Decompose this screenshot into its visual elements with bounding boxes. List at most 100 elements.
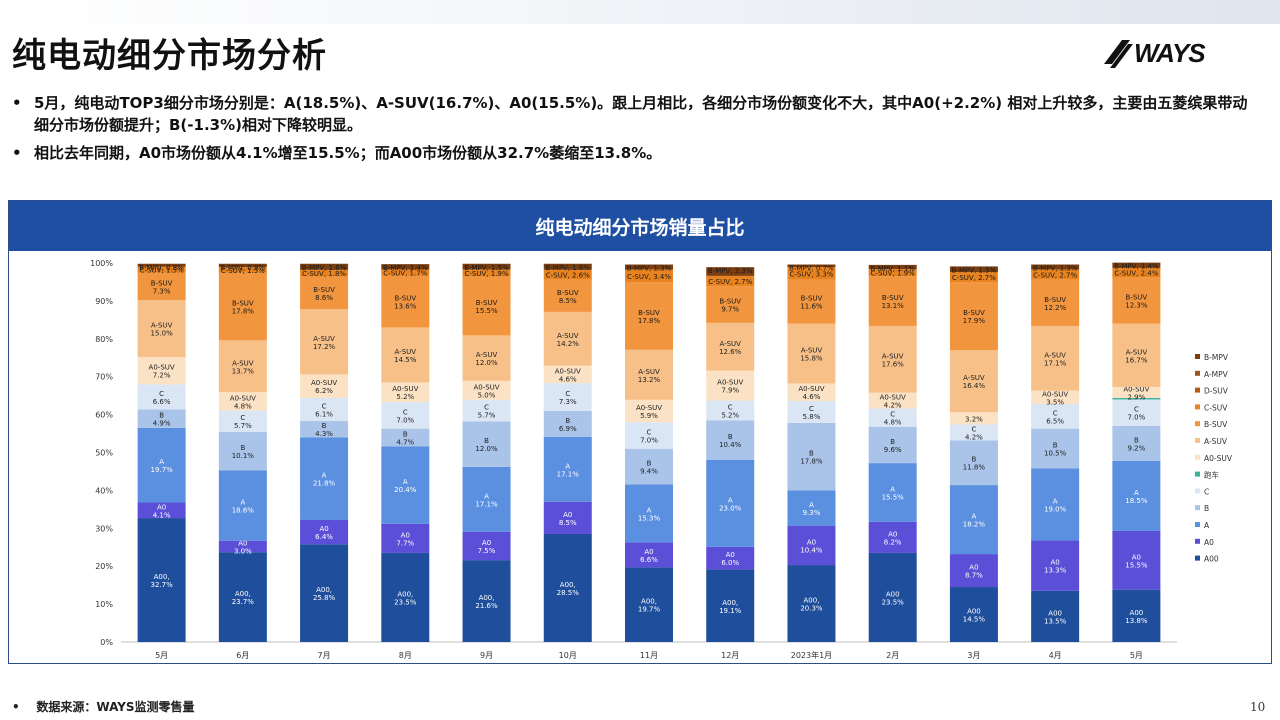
x-tick-label: 9月 [480, 651, 493, 660]
data-label: B-MPV, 1.3% [1033, 265, 1078, 273]
data-label: C 7.0% [396, 408, 414, 424]
legend-swatch [1195, 488, 1200, 494]
bar-segment [625, 264, 673, 270]
bar-segment [218, 470, 267, 541]
data-label: A0 10.4% [800, 538, 823, 554]
data-label: B-MPV, 1.1% [870, 265, 915, 273]
data-label: C-SUV, 1.5% [140, 267, 184, 275]
bar-segment [381, 327, 430, 383]
data-label: B 4.9% [153, 412, 171, 428]
data-label: A 23.0% [719, 496, 742, 512]
bar-segment [1112, 530, 1161, 590]
bar-segment [1112, 262, 1161, 268]
bar-segment [868, 426, 917, 464]
bar-segment [381, 275, 430, 328]
bar-segment [949, 272, 998, 283]
data-label: A 18.2% [963, 513, 986, 529]
data-label: A 9.3% [803, 501, 821, 517]
bar-segment [787, 565, 836, 642]
data-label: C 7.0% [640, 428, 658, 444]
bar-segment [543, 383, 592, 411]
data-label: A00, 19.1% [719, 599, 742, 615]
data-label: A0 8.5% [559, 511, 577, 527]
bar-segment [1031, 540, 1080, 591]
bar-segment [625, 448, 673, 485]
data-label: A0 4.1% [153, 503, 171, 519]
data-label: A 18.5% [1125, 489, 1148, 505]
data-label: B-MPV, 1.6% [302, 264, 347, 272]
data-label: B 10.4% [719, 433, 742, 449]
legend-label: A-MPV [1204, 370, 1229, 379]
data-label: A0 8.7% [965, 564, 983, 580]
data-label: B 6.9% [559, 417, 577, 433]
bar-segment [787, 264, 836, 268]
y-tick-label: 40% [95, 486, 113, 495]
data-label: A0-SUV 4.2% [880, 394, 906, 410]
legend-label: A00 [1204, 555, 1219, 564]
legend-label: 跑车 [1204, 470, 1220, 480]
data-label: C 5.7% [478, 404, 496, 420]
bar-segment [1112, 589, 1161, 642]
data-label: C-SUV, 1.5% [221, 267, 265, 275]
legend-swatch [1195, 555, 1200, 561]
bar-segment [787, 525, 836, 566]
bullet-text: 5月，纯电动TOP3细分市场分别是：A(18.5%)、A-SUV(16.7%)、… [34, 94, 1248, 134]
bar-segment [543, 365, 592, 384]
data-label: A-SUV 12.0% [475, 351, 498, 367]
bar-segment [1031, 590, 1080, 642]
data-label: A0-SUV 7.2% [149, 364, 175, 380]
legend-swatch [1195, 370, 1200, 376]
bar-segment [625, 349, 673, 400]
legend-swatch [1195, 404, 1200, 410]
x-tick-label: 11月 [640, 651, 658, 660]
legend-label: A0 [1204, 538, 1214, 547]
data-label: A00, 20.3% [800, 597, 823, 613]
data-label: A 20.4% [394, 478, 417, 494]
data-label: B 4.7% [396, 431, 414, 447]
bar-segment [1031, 269, 1080, 280]
x-tick-label: 5月 [155, 651, 168, 660]
bar-segment [949, 282, 998, 351]
stacked-bar-chart: 0% 10% 20% 30% 40% 50% 60% 70% 80% 90% 100% A00, 32.… [90, 259, 1233, 660]
bar-segment [218, 263, 267, 268]
data-label: B-MPV, 1.5% [464, 264, 509, 272]
legend-label: D-SUV [1204, 387, 1229, 396]
data-label: A-SUV 13.7% [232, 359, 255, 375]
bar-segment [706, 286, 755, 323]
data-label: A0-SUV 4.8% [230, 394, 256, 410]
bar-segment [706, 420, 755, 460]
bar-segment [949, 554, 998, 588]
bar-segment [868, 264, 917, 270]
bar-segment [1112, 397, 1161, 400]
data-label: A00 23.5% [882, 590, 905, 606]
data-label: B-SUV 17.9% [963, 309, 986, 325]
bar-segment [381, 269, 430, 276]
data-label: B-MPV, 1.4% [1114, 263, 1159, 271]
bar-segment [137, 409, 186, 428]
data-label: B-SUV 9.7% [719, 298, 741, 314]
data-label: C-SUV, 1.7% [383, 270, 427, 278]
data-label: A0-SUV 7.9% [717, 379, 743, 395]
legend-label: B-MPV [1204, 353, 1229, 362]
data-label: A0-SUV 6.2% [311, 379, 337, 395]
data-label: B-SUV 17.8% [232, 300, 255, 316]
data-label: B 9.4% [640, 460, 658, 476]
y-tick-label: 80% [95, 335, 113, 344]
bar-segment [949, 266, 998, 273]
data-label: A00, 23.5% [394, 590, 417, 606]
legend-swatch [1195, 454, 1200, 460]
bullet-text: 相比去年同期，A0市场份额从4.1%增至15.5%；而A00市场份额从32.7%… [34, 144, 662, 162]
data-label: A-SUV 16.7% [1125, 348, 1148, 364]
y-tick-label: 50% [95, 449, 113, 458]
data-label: A-SUV 13.2% [638, 368, 661, 384]
data-label: B 9.2% [1127, 436, 1145, 452]
bar-segment [787, 279, 836, 324]
data-label: A0 15.5% [1125, 553, 1148, 569]
data-label: B-MPV, 0.7% [789, 265, 834, 273]
bar-segment [868, 521, 917, 553]
bar-segment [300, 269, 349, 277]
bar-segment [218, 410, 267, 433]
bar-segment [787, 383, 836, 401]
data-label: A-SUV 14.5% [394, 348, 417, 364]
data-label: A0 7.5% [478, 539, 496, 555]
